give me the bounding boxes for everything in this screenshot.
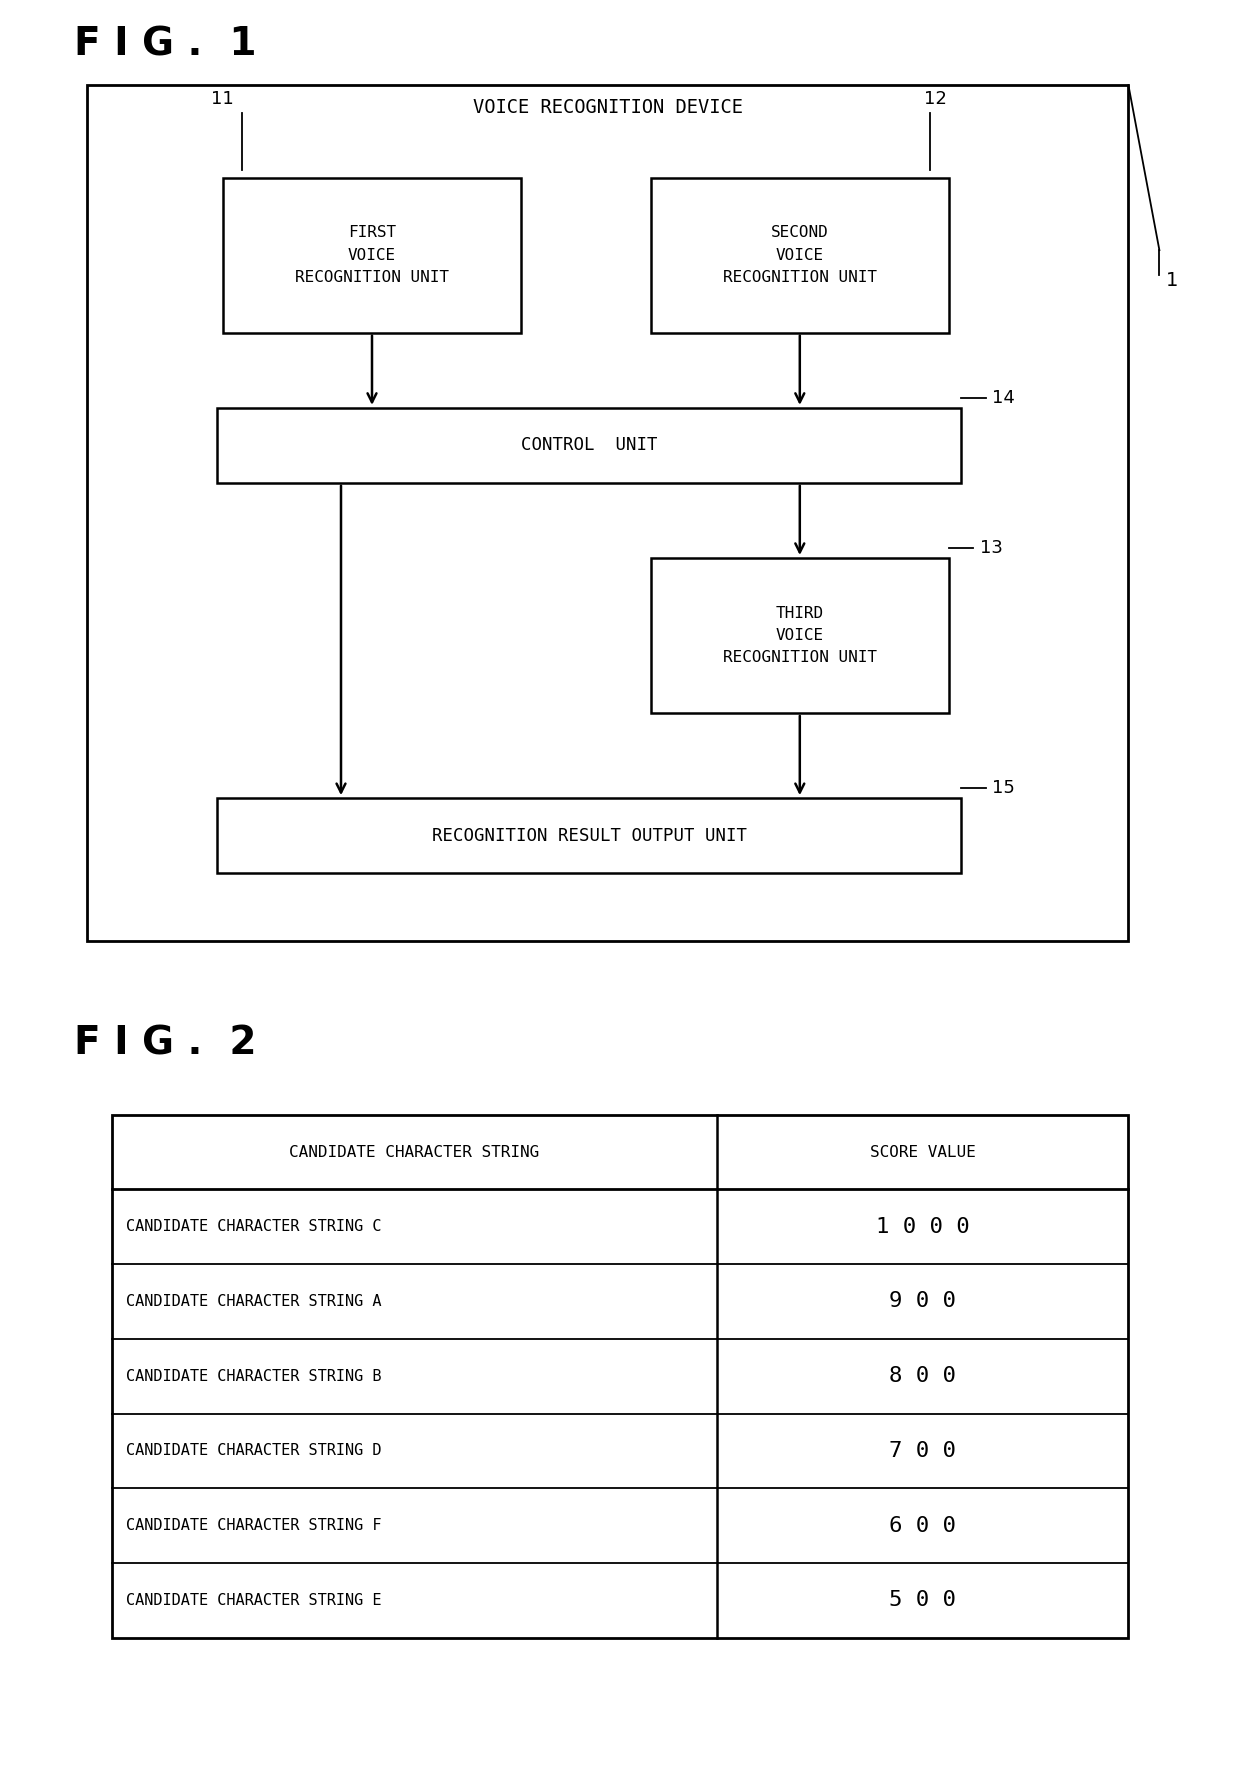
Bar [223,177,521,332]
Text: VOICE RECOGNITION DEVICE: VOICE RECOGNITION DEVICE [472,98,743,116]
Text: 13: 13 [980,540,1002,558]
Text: 15: 15 [992,779,1014,797]
Text: CANDIDATE CHARACTER STRING C: CANDIDATE CHARACTER STRING C [126,1219,382,1235]
Text: 1 0 0 0: 1 0 0 0 [875,1217,970,1237]
Text: F I G .  1: F I G . 1 [74,25,257,63]
Bar [217,799,961,874]
Text: 12: 12 [924,89,946,107]
Text: 8 0 0: 8 0 0 [889,1367,956,1387]
Text: F I G .  2: F I G . 2 [74,1024,257,1061]
Text: CANDIDATE CHARACTER STRING D: CANDIDATE CHARACTER STRING D [126,1444,382,1458]
Bar [112,1115,1128,1637]
Text: RECOGNITION RESULT OUTPUT UNIT: RECOGNITION RESULT OUTPUT UNIT [432,827,746,845]
Text: CANDIDATE CHARACTER STRING E: CANDIDATE CHARACTER STRING E [126,1592,382,1608]
Text: SCORE VALUE: SCORE VALUE [869,1145,976,1160]
Text: FIRST
VOICE
RECOGNITION UNIT: FIRST VOICE RECOGNITION UNIT [295,225,449,284]
Text: 1: 1 [1166,270,1178,289]
Bar [651,558,949,713]
Bar [217,407,961,482]
Bar [651,177,949,332]
Text: 11: 11 [211,89,233,107]
Text: CANDIDATE CHARACTER STRING A: CANDIDATE CHARACTER STRING A [126,1294,382,1308]
Bar [87,86,1128,940]
Text: CONTROL  UNIT: CONTROL UNIT [521,436,657,454]
Text: 7 0 0: 7 0 0 [889,1440,956,1460]
Text: 6 0 0: 6 0 0 [889,1515,956,1535]
Text: THIRD
VOICE
RECOGNITION UNIT: THIRD VOICE RECOGNITION UNIT [723,606,877,665]
Text: 9 0 0: 9 0 0 [889,1292,956,1312]
Text: CANDIDATE CHARACTER STRING F: CANDIDATE CHARACTER STRING F [126,1519,382,1533]
Text: 14: 14 [992,390,1014,407]
Text: CANDIDATE CHARACTER STRING: CANDIDATE CHARACTER STRING [289,1145,539,1160]
Text: SECOND
VOICE
RECOGNITION UNIT: SECOND VOICE RECOGNITION UNIT [723,225,877,284]
Text: CANDIDATE CHARACTER STRING B: CANDIDATE CHARACTER STRING B [126,1369,382,1383]
Text: 5 0 0: 5 0 0 [889,1590,956,1610]
